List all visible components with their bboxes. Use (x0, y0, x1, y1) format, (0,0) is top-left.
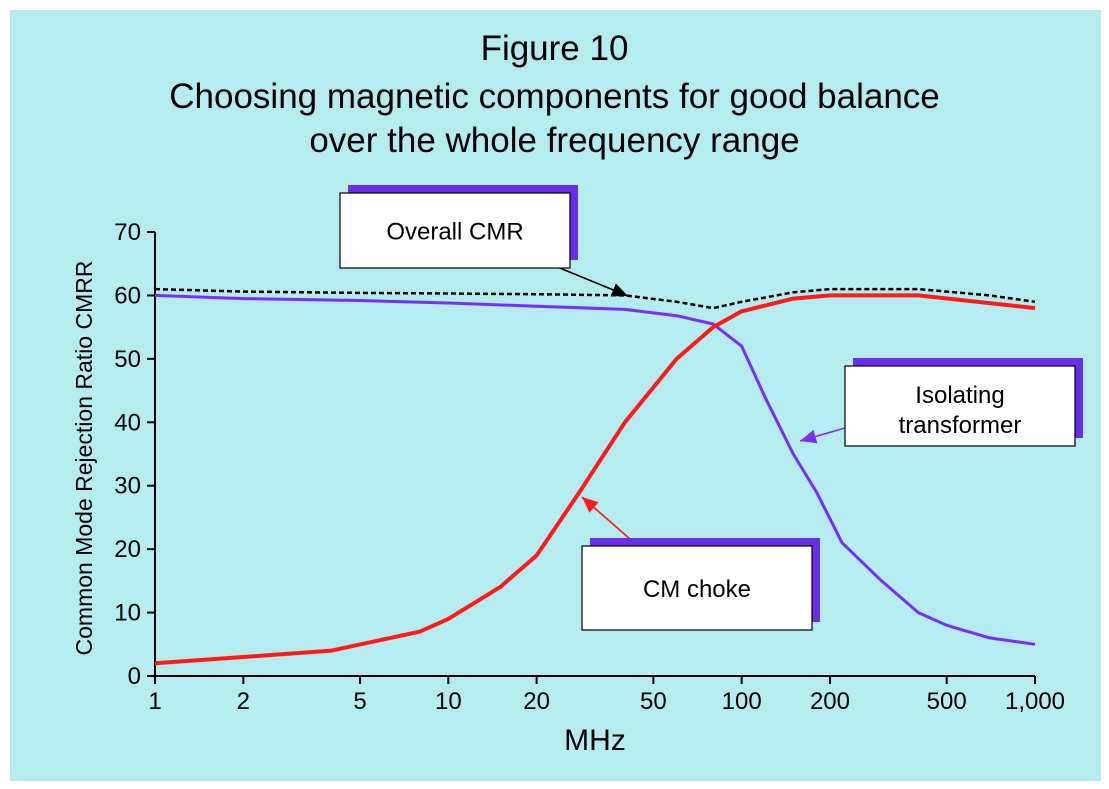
y-tick-label: 70 (114, 219, 141, 246)
x-tick-label: 500 (927, 688, 967, 715)
series-line-overall-cmr (154, 287, 1036, 310)
callout-arrowhead (582, 497, 599, 513)
callouts: Overall CMR Isolating transformer CM choke (339, 185, 1083, 631)
x-tick-label: 50 (640, 688, 667, 715)
callout-box (844, 365, 1076, 447)
callout-label: CM choke (643, 576, 751, 603)
x-axis-label: MHz (564, 724, 626, 757)
x-tick-label: 5 (353, 688, 366, 715)
x-tick-label: 2 (237, 688, 250, 715)
figure-subtitle-line2: over the whole frequency range (309, 121, 800, 160)
figure-subtitle-line1: Choosing magnetic components for good ba… (169, 77, 940, 116)
y-tick-label: 30 (114, 473, 141, 500)
callout-overall-cmr: Overall CMR (339, 185, 629, 297)
x-tick-label: 200 (810, 688, 850, 715)
x-tick-label: 20 (523, 688, 550, 715)
x-tick-label: 100 (722, 688, 762, 715)
x-tick-label: 10 (435, 688, 462, 715)
y-tick-label: 20 (114, 536, 141, 563)
callout-isolating-transformer: Isolating transformer (799, 358, 1083, 447)
series-line-cm-choke (154, 293, 1036, 666)
y-tick-label: 60 (114, 282, 141, 309)
callout-box (581, 545, 813, 631)
series-line-isolating-transformer (154, 293, 1036, 646)
y-tick-label: 10 (114, 600, 141, 627)
y-tick-label: 50 (114, 346, 141, 373)
x-tick-label: 1 (148, 688, 161, 715)
callout-arrowhead (610, 283, 628, 297)
callout-label: Isolating transformer (899, 382, 1022, 439)
callout-arrowhead (800, 429, 818, 444)
y-tick-label: 40 (114, 409, 141, 436)
axes: 0 10 20 30 40 50 60 70 1 2 5 10 20 50 100 200 500 1,000 MH… (71, 219, 1065, 757)
callout-label: Overall CMR (386, 219, 523, 246)
callout-cm-choke: CM choke (581, 496, 820, 631)
series-lines (154, 287, 1036, 666)
figure-title: Figure 10 (480, 29, 629, 68)
y-axis-label: Common Mode Rejection Ratio CMRR (71, 261, 97, 656)
callout-box (339, 192, 571, 269)
x-tick-label: 1,000 (1005, 688, 1065, 715)
y-tick-label: 0 (128, 663, 141, 690)
